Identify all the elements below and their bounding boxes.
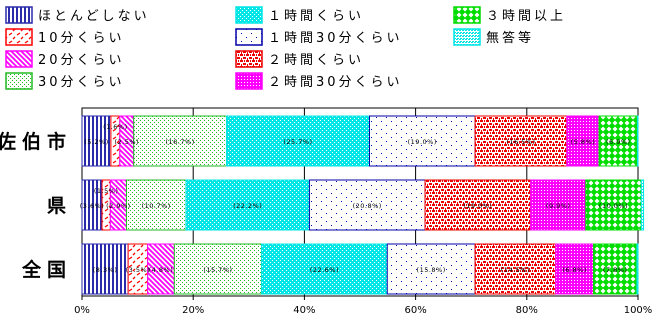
legend-label-4: １時間くらい bbox=[268, 9, 364, 24]
data-label-1-6: (19.0%) bbox=[463, 202, 492, 210]
bar-2-9 bbox=[636, 243, 639, 295]
x-tick-label-0: 0% bbox=[74, 305, 90, 316]
data-label-2-4: (22.6%) bbox=[310, 266, 339, 274]
bar-0-7 bbox=[566, 115, 600, 167]
bar-2-4 bbox=[261, 243, 388, 295]
legend-label-3: 30分くらい bbox=[38, 75, 125, 90]
bar-0-6 bbox=[474, 115, 568, 167]
legend: ほとんどしない 10分くらい 20分くらい 30分くらい １時間くらい １時間30分くらい… bbox=[5, 6, 566, 90]
bars bbox=[81, 115, 645, 295]
data-label-1-1: (1.5%) bbox=[94, 187, 119, 195]
bar-0-9 bbox=[636, 115, 639, 167]
data-label-0-4: (25.7%) bbox=[283, 138, 312, 146]
bar-0-8 bbox=[598, 115, 638, 167]
legend-swatch-7 bbox=[235, 72, 263, 90]
bar-2-2 bbox=[147, 243, 175, 295]
legend-swatch-8 bbox=[453, 6, 481, 24]
legend-label-1: 10分くらい bbox=[38, 31, 125, 46]
legend-swatch-0 bbox=[5, 6, 33, 24]
bar-0-3 bbox=[133, 115, 228, 167]
bar-1-5 bbox=[308, 179, 426, 231]
x-tick-label-3: 60% bbox=[404, 305, 426, 316]
legend-swatch-3 bbox=[5, 72, 33, 90]
legend-label-6: ２時間くらい bbox=[268, 53, 364, 68]
category-label-0: 佐伯市 bbox=[0, 130, 72, 153]
data-label-2-8: (7.8%) bbox=[603, 266, 628, 274]
bar-labels: (5.2%) (1.6%) (2.5%) (16.7%) (25.7%) (19.0%) (… bbox=[80, 123, 631, 274]
category-label-2: 全国 bbox=[21, 258, 72, 281]
data-label-1-7: (9.9%) bbox=[546, 202, 571, 210]
data-label-1-5: (20.8%) bbox=[353, 202, 382, 210]
data-label-0-1: (1.6%) bbox=[103, 123, 128, 131]
bar-2-6 bbox=[474, 243, 557, 295]
data-label-2-6: (14.5%) bbox=[501, 266, 530, 274]
bar-2-8 bbox=[593, 243, 638, 295]
legend-label-9: 無答等 bbox=[486, 30, 534, 46]
bar-1-9 bbox=[640, 179, 645, 231]
legend-swatch-5 bbox=[235, 28, 263, 46]
legend-label-0: ほとんどしない bbox=[38, 9, 150, 24]
x-tick-label-2: 40% bbox=[293, 305, 315, 316]
data-label-2-1: (3.5%) bbox=[126, 266, 151, 274]
legend-label-7: ２時間30分くらい bbox=[268, 75, 403, 90]
bar-2-5 bbox=[386, 243, 476, 295]
x-tick-label-1: 20% bbox=[182, 305, 204, 316]
legend-label-5: １時間30分くらい bbox=[268, 31, 403, 46]
legend-label-8: ３時間以上 bbox=[486, 9, 566, 24]
data-label-1-2: (2.9%) bbox=[106, 202, 131, 210]
data-label-2-2: (4.8%) bbox=[149, 266, 174, 274]
bar-1-3 bbox=[125, 179, 187, 231]
data-label-2-7: (6.8%) bbox=[562, 266, 587, 274]
x-axis: 0% 20% 40% 60% 80% 100% bbox=[74, 295, 653, 316]
legend-swatch-4 bbox=[235, 6, 263, 24]
legend-swatch-6 bbox=[235, 50, 263, 68]
data-label-1-4: (22.2%) bbox=[233, 202, 262, 210]
x-tick-label-4: 80% bbox=[516, 305, 538, 316]
data-label-2-0: (8.3%) bbox=[93, 266, 118, 274]
data-label-0-5: (19.0%) bbox=[408, 138, 437, 146]
bar-0-4 bbox=[226, 115, 370, 167]
data-label-1-3: (10.7%) bbox=[142, 202, 171, 210]
bar-1-7 bbox=[530, 179, 587, 231]
data-label-0-3: (16.7%) bbox=[166, 138, 195, 146]
bar-1-6 bbox=[424, 179, 532, 231]
data-label-2-3: (15.7%) bbox=[203, 266, 232, 274]
x-tick-label-5: 100% bbox=[624, 305, 653, 316]
bar-2-0 bbox=[81, 243, 129, 295]
bar-0-5 bbox=[368, 115, 476, 167]
data-label-1-0: (3.6%) bbox=[80, 202, 105, 210]
legend-swatch-2 bbox=[5, 50, 33, 68]
data-label-0-6: (16.5%) bbox=[506, 138, 535, 146]
data-label-0-8: (6.9%) bbox=[606, 138, 631, 146]
data-label-0-7: (5.8%) bbox=[571, 138, 596, 146]
legend-swatch-1 bbox=[5, 28, 33, 46]
bar-0-0 bbox=[81, 115, 112, 167]
category-label-1: 県 bbox=[47, 195, 72, 217]
data-label-0-2: (2.5%) bbox=[114, 138, 139, 146]
legend-label-2: 20分くらい bbox=[38, 53, 125, 68]
legend-swatch-9 bbox=[453, 28, 481, 46]
bar-1-8 bbox=[585, 179, 642, 231]
data-label-1-8: (10.0%) bbox=[599, 202, 628, 210]
data-label-0-0: (5.2%) bbox=[84, 138, 109, 146]
bar-1-4 bbox=[185, 179, 310, 231]
data-label-2-5: (15.8%) bbox=[417, 266, 446, 274]
